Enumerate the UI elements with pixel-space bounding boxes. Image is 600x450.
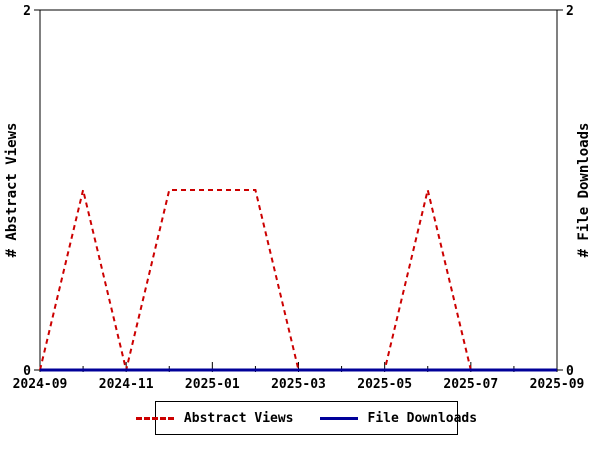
- x-tick-label: 2024-09: [13, 377, 68, 392]
- x-tick-label: 2025-05: [357, 377, 412, 392]
- x-tick-label: 2025-09: [530, 377, 585, 392]
- legend-label-abstract-views: Abstract Views: [183, 410, 294, 426]
- x-tick-label: 2024-11: [99, 377, 154, 392]
- plot-border: [39, 9, 558, 371]
- legend-item-abstract-views: Abstract Views: [135, 410, 294, 426]
- y-axis-title-right: # File Downloads: [576, 123, 592, 258]
- y-tick-label-left: 2: [23, 4, 31, 19]
- x-tick-label: 2025-07: [443, 377, 498, 392]
- legend-label-file-downloads: File Downloads: [367, 410, 478, 426]
- y-axis-tick-labels: 0 0 2 2: [23, 4, 574, 379]
- x-axis-tick-labels: 2024-09 2024-11 2025-01 2025-03 2025-05 2025-…: [13, 377, 585, 392]
- x-tick-label: 2025-01: [185, 377, 240, 392]
- y-tick-label-right: 2: [566, 4, 574, 19]
- legend-line-sample-abstract-views: [135, 416, 174, 420]
- series-line-abstract-views: [39, 189, 557, 371]
- y-tick-label-right: 0: [566, 364, 574, 379]
- plot-svg: 2024-09 2024-11 2025-01 2025-03 2025-05 2025-…: [4, 4, 592, 392]
- legend: Abstract Views File Downloads: [135, 401, 477, 435]
- y-axis-ticks: [34, 9, 563, 371]
- x-tick-label: 2025-03: [271, 377, 326, 392]
- data-series: [39, 189, 557, 372]
- y-axis-title-left: # Abstract Views: [4, 123, 20, 258]
- legend-line-sample-file-downloads: [319, 416, 358, 420]
- legend-item-file-downloads: File Downloads: [319, 410, 478, 426]
- y-tick-label-left: 0: [23, 364, 31, 379]
